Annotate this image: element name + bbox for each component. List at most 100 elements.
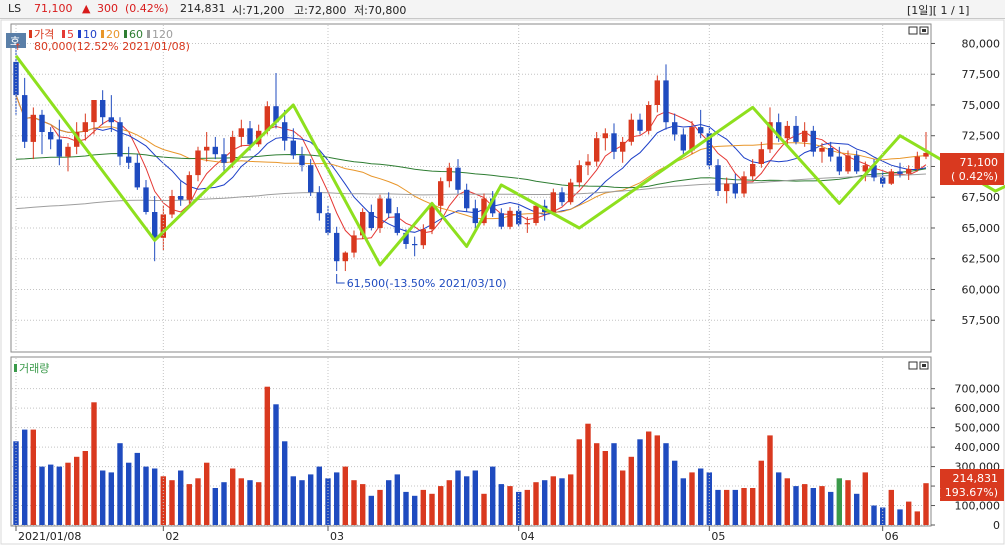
volume-bar bbox=[672, 460, 678, 525]
candle-body bbox=[906, 168, 912, 174]
price-tick-label: 57,500 bbox=[962, 314, 1001, 327]
candle-body bbox=[273, 106, 279, 123]
legend-price-label: 가격 bbox=[34, 28, 54, 41]
volume-bar bbox=[420, 489, 426, 525]
volume-bar bbox=[394, 474, 400, 525]
volume-bar bbox=[39, 466, 45, 525]
volume-bar bbox=[793, 486, 799, 525]
volume-series-marker bbox=[14, 364, 17, 372]
price-tick-label: 67,500 bbox=[962, 191, 1001, 204]
volume-bar bbox=[429, 493, 435, 525]
candle-body bbox=[446, 167, 452, 182]
volume-bar bbox=[299, 480, 305, 525]
legend-badge-label: 호 bbox=[10, 35, 20, 48]
time-tick-label: 2021/01/08 bbox=[18, 530, 81, 543]
current-price-tag-pct: ( 0.42%) bbox=[951, 170, 998, 183]
candle-body bbox=[74, 132, 80, 147]
volume-bar bbox=[230, 468, 236, 525]
volume-tick-label: 500,000 bbox=[955, 422, 1001, 435]
period-low-note: 61,500(-13.50% 2021/03/10) bbox=[347, 277, 507, 290]
volume-panel bbox=[10, 356, 932, 527]
volume-bar bbox=[178, 470, 184, 525]
candle-body bbox=[100, 100, 106, 118]
volume-tick-label: 700,000 bbox=[955, 383, 1001, 396]
candle-body bbox=[472, 208, 478, 224]
candle-body bbox=[152, 212, 158, 238]
candle-body bbox=[464, 189, 470, 209]
candle-body bbox=[854, 155, 860, 172]
candle-body bbox=[663, 80, 669, 123]
volume-bar bbox=[524, 489, 530, 525]
volume-bar bbox=[576, 439, 582, 525]
volume-bar bbox=[108, 472, 114, 525]
candle-body bbox=[264, 106, 270, 131]
ma-20-marker bbox=[101, 30, 104, 38]
volume-bar bbox=[82, 451, 88, 525]
price-tick-label: 80,000 bbox=[962, 37, 1001, 50]
volume-bar bbox=[134, 452, 140, 525]
volume-bar bbox=[498, 484, 504, 525]
candle-body bbox=[602, 133, 608, 139]
volume-bar bbox=[30, 429, 36, 525]
volume-bar bbox=[13, 441, 19, 525]
volume-bar bbox=[914, 511, 920, 525]
candle-body bbox=[828, 148, 834, 157]
ma-5-marker bbox=[62, 30, 65, 38]
volume-bar bbox=[256, 482, 262, 525]
volume-bar bbox=[507, 486, 513, 525]
candle-body bbox=[654, 80, 660, 105]
candle-body bbox=[126, 156, 132, 163]
low-price: 저:70,800 bbox=[354, 4, 407, 17]
volume-tick-label: 0 bbox=[993, 519, 1000, 532]
candle-body bbox=[888, 171, 894, 184]
volume-bar bbox=[758, 460, 764, 525]
candle-body bbox=[143, 187, 149, 212]
ma-10-legend-label: 10 bbox=[83, 28, 97, 41]
candle-body bbox=[403, 232, 409, 244]
volume-bar bbox=[143, 466, 149, 525]
candle-body bbox=[585, 161, 591, 166]
candle-body bbox=[455, 167, 461, 190]
candle-body bbox=[741, 176, 747, 194]
volume-bar bbox=[169, 480, 175, 525]
candle-body bbox=[871, 165, 877, 178]
volume-bar bbox=[455, 470, 461, 525]
volume-panel-controls[interactable] bbox=[908, 361, 929, 370]
candle-body bbox=[637, 119, 643, 131]
candle-body bbox=[914, 156, 920, 169]
volume-bar bbox=[810, 488, 816, 525]
volume-bar bbox=[698, 468, 704, 525]
price-change: 300 bbox=[97, 2, 118, 15]
ma-60-marker bbox=[124, 30, 127, 38]
price-panel-controls[interactable] bbox=[908, 26, 929, 35]
candle-body bbox=[290, 140, 296, 156]
legend-badge[interactable] bbox=[6, 33, 26, 48]
volume-bar bbox=[464, 476, 470, 525]
ma-10-line bbox=[15, 94, 927, 233]
volume-bar bbox=[342, 466, 348, 525]
volume-bar bbox=[403, 491, 409, 525]
period-selector[interactable]: [1일][ 1 / 1] bbox=[907, 4, 970, 17]
volume-bar bbox=[862, 472, 868, 525]
volume-bar bbox=[689, 472, 695, 525]
volume-bar bbox=[386, 480, 392, 525]
candle-body bbox=[438, 181, 444, 206]
volume-bar bbox=[204, 462, 210, 525]
candle-body bbox=[758, 149, 764, 164]
volume-tick-label: 100,000 bbox=[955, 500, 1001, 513]
volume-bar bbox=[22, 429, 28, 525]
ticker-symbol: LS bbox=[8, 2, 22, 15]
volume-bar bbox=[880, 507, 886, 525]
ma-10-marker bbox=[78, 30, 81, 38]
ma-120-legend-label: 120 bbox=[152, 28, 173, 41]
ma-5-line bbox=[15, 94, 927, 240]
candle-body bbox=[134, 162, 140, 188]
candle-body bbox=[836, 156, 842, 172]
volume-bar bbox=[308, 474, 314, 525]
volume-bar bbox=[585, 423, 591, 525]
candle-body bbox=[429, 205, 435, 230]
candle-body bbox=[334, 232, 340, 262]
volume-bar bbox=[490, 466, 496, 525]
volume-value: 214,831 bbox=[180, 2, 226, 15]
candle-body bbox=[108, 117, 114, 123]
